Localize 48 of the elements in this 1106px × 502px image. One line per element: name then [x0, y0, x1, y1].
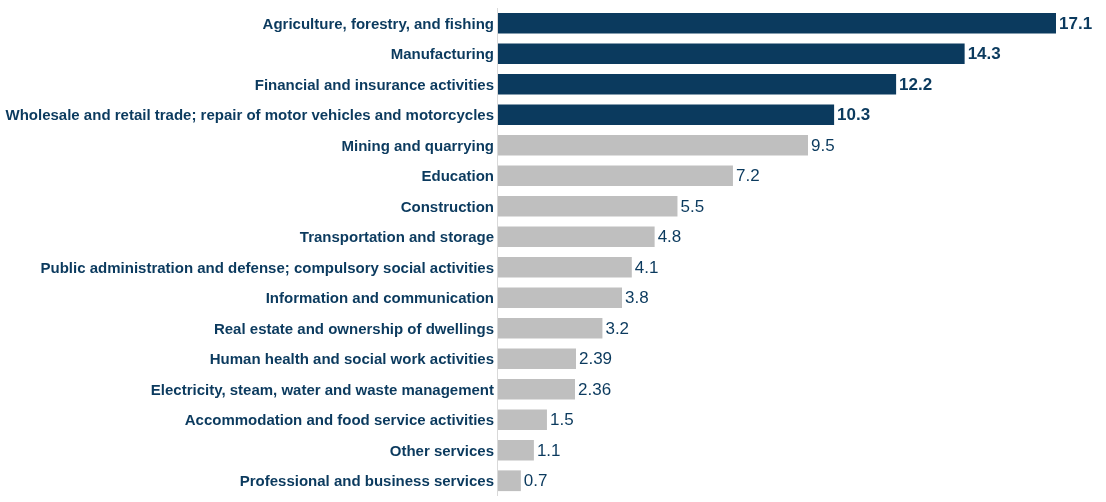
data-label: 3.8	[625, 288, 649, 308]
y-tick-label: Electricity, steam, water and waste management	[150, 380, 494, 398]
data-label: 0.7	[523, 471, 548, 491]
data-label: 2.36	[578, 379, 612, 399]
bar	[498, 104, 835, 126]
bar	[498, 378, 576, 400]
y-tick-label: Transportation and storage	[299, 228, 494, 245]
data-label: 4.8	[657, 227, 682, 247]
bar	[498, 12, 1056, 34]
y-tick-label: Other services	[389, 441, 494, 459]
y-tick-label: Public administration and defense; compulsory social activities	[40, 258, 494, 276]
data-label: 2.39	[578, 349, 613, 369]
data-label: 1.1	[536, 440, 561, 460]
data-label: 14.3	[967, 44, 1001, 64]
bar	[498, 73, 897, 95]
bar	[498, 470, 521, 492]
data-label: 17.1	[1059, 13, 1093, 33]
data-label: 12.2	[899, 74, 933, 94]
y-tick-label: Human health and social work activities	[209, 350, 494, 367]
y-tick-label: Manufacturing	[390, 45, 494, 62]
bar	[498, 226, 655, 248]
bar	[498, 43, 965, 65]
y-tick-label: Education	[421, 167, 494, 184]
data-label: 4.1	[634, 257, 659, 277]
y-tick-label: Agriculture, forestry, and fishing	[262, 14, 494, 32]
data-label: 1.5	[549, 410, 574, 430]
bar	[498, 317, 603, 339]
data-label: 9.5	[811, 135, 835, 155]
y-tick-label: Mining and quarrying	[341, 136, 494, 154]
y-tick-label: Accommodation and food service activities	[184, 411, 494, 428]
bar	[498, 439, 534, 461]
y-tick-label: Professional and business services	[239, 472, 494, 489]
y-tick-label: Real estate and ownership of dwellings	[213, 319, 494, 337]
y-tick-label: Information and communication	[265, 289, 494, 306]
data-label: 7.2	[735, 166, 760, 186]
data-label: 5.5	[680, 196, 705, 216]
bar	[498, 165, 733, 187]
bar	[498, 287, 622, 309]
y-tick-label: Financial and insurance activities	[254, 75, 494, 93]
y-tick-label: Construction	[400, 197, 494, 215]
y-tick-label: Wholesale and retail trade; repair of motor vehicles and motorcycles	[5, 106, 494, 123]
bar	[498, 134, 808, 156]
bar	[498, 256, 632, 278]
bar	[498, 195, 678, 217]
bar	[498, 409, 547, 431]
data-label: 10.3	[837, 105, 871, 125]
bar	[498, 348, 576, 370]
data-label: 3.2	[605, 318, 630, 338]
